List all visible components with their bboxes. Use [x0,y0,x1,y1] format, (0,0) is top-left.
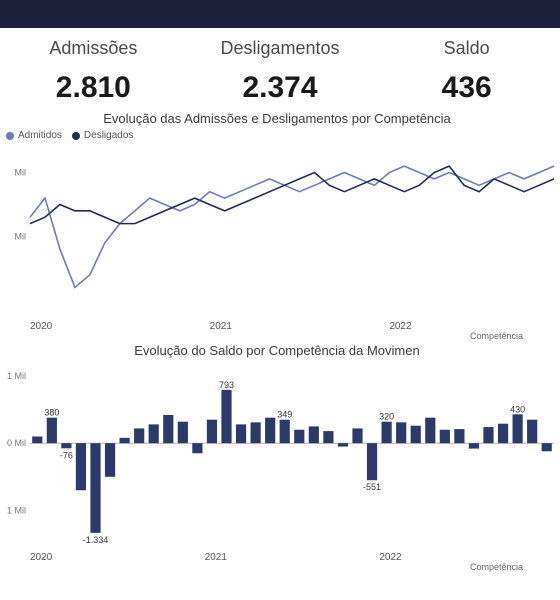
line-chart-legend: Admitidos Desligados [0,130,560,141]
svg-text:1 Mil: 1 Mil [7,505,26,515]
svg-text:320: 320 [379,412,394,422]
svg-text:2020: 2020 [30,552,53,563]
svg-text:0 Mil: 0 Mil [7,438,26,448]
legend-admitidos: Admitidos [6,130,62,141]
svg-text:-76: -76 [60,450,73,460]
svg-text:Competência: Competência [470,331,523,341]
bar-chart-title: Evolução do Saldo por Competência da Mov… [0,343,560,358]
kpi-admissoes: Admissões 2.810 [0,38,187,105]
kpi-saldo-value: 436 [373,71,560,105]
svg-text:Competência: Competência [470,562,523,572]
legend-desligados: Desligados [72,130,133,141]
svg-text:349: 349 [277,410,292,420]
svg-text:793: 793 [219,380,234,390]
top-bar [0,0,560,28]
kpi-saldo: Saldo 436 [373,38,560,105]
svg-text:380: 380 [44,408,59,418]
legend-desligados-label: Desligados [84,130,133,141]
svg-text:2022: 2022 [379,552,402,563]
line-chart: Mil Mil 2020 2021 2022 Competência [0,141,560,341]
kpi-desligamentos: Desligamentos 2.374 [187,38,374,105]
kpi-row: Admissões 2.810 Desligamentos 2.374 Sald… [0,28,560,109]
svg-text:430: 430 [510,404,525,414]
svg-text:Mil: Mil [15,231,27,241]
svg-text:-551: -551 [363,482,381,492]
svg-text:2020: 2020 [30,321,53,332]
svg-text:2021: 2021 [210,321,233,332]
svg-text:Mil: Mil [15,168,27,178]
legend-admitidos-dot [6,132,14,140]
kpi-admissoes-value: 2.810 [0,71,187,105]
kpi-desligamentos-value: 2.374 [187,71,374,105]
svg-text:1 Mil: 1 Mil [7,371,26,381]
kpi-admissoes-label: Admissões [0,38,187,59]
kpi-desligamentos-label: Desligamentos [187,38,374,59]
line-chart-title: Evolução das Admissões e Desligamentos p… [0,111,560,126]
svg-text:2021: 2021 [205,552,228,563]
svg-text:2022: 2022 [389,321,412,332]
legend-desligados-dot [72,132,80,140]
bar-chart: 1 Mil 0 Mil 1 Mil 380 -76 -1.334 793 349 -551 320… [0,362,560,572]
kpi-saldo-label: Saldo [373,38,560,59]
svg-text:-1.334: -1.334 [83,535,109,545]
legend-admitidos-label: Admitidos [18,130,62,141]
